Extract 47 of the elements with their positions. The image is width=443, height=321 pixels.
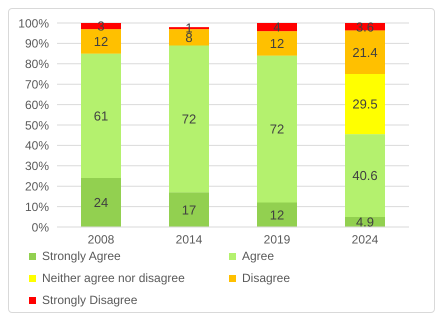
bar [81, 29, 121, 54]
y-tick-label: 90% [24, 36, 50, 51]
data-label: 4.9 [356, 214, 374, 230]
bar [345, 134, 385, 218]
data-label: 4 [273, 20, 281, 35]
data-label: 21.4 [352, 44, 378, 60]
data-label: 40.6 [352, 168, 378, 184]
x-tick-label: 2014 [176, 232, 203, 247]
y-tick-label: 10% [24, 200, 50, 214]
data-label: 3.6 [356, 19, 374, 34]
bar [81, 178, 121, 227]
y-tick-label: 70% [24, 77, 50, 92]
data-label: 12 [270, 207, 284, 222]
bar [257, 31, 297, 56]
y-tick-label: 0% [32, 220, 50, 234]
legend-label: Disagree [242, 271, 290, 285]
legend-label: Neither agree nor disagree [42, 271, 185, 285]
y-tick-label: 60% [24, 98, 50, 112]
y-tick-label: 30% [24, 159, 50, 174]
y-tick-label: 20% [24, 179, 50, 194]
y-tick-label: 100% [18, 16, 50, 30]
bar [81, 23, 121, 30]
y-tick-label: 40% [24, 138, 50, 153]
data-label: 24 [94, 195, 108, 210]
bar [257, 202, 297, 227]
bar [169, 192, 209, 227]
data-label: 72 [182, 111, 196, 126]
legend-label: Strongly Disagree [42, 293, 138, 307]
data-label: 12 [270, 36, 284, 52]
data-label: 12 [94, 34, 108, 49]
bar [345, 74, 385, 134]
x-tick-label: 2024 [352, 232, 379, 247]
bar [257, 23, 297, 32]
data-label: 29.5 [352, 96, 378, 112]
bar [257, 56, 297, 203]
y-tick-label: 80% [24, 57, 50, 72]
data-label: 72 [270, 122, 284, 137]
x-tick-label: 2019 [264, 232, 291, 247]
x-tick-label: 2008 [88, 232, 115, 247]
data-label: 61 [94, 108, 108, 124]
legend-label: Agree [242, 249, 274, 263]
data-label: 17 [182, 202, 196, 218]
bar [81, 54, 121, 178]
bar [345, 30, 385, 74]
y-tick-label: 50% [24, 118, 50, 132]
bar [169, 45, 209, 192]
legend-label: Strongly Agree [42, 249, 121, 263]
